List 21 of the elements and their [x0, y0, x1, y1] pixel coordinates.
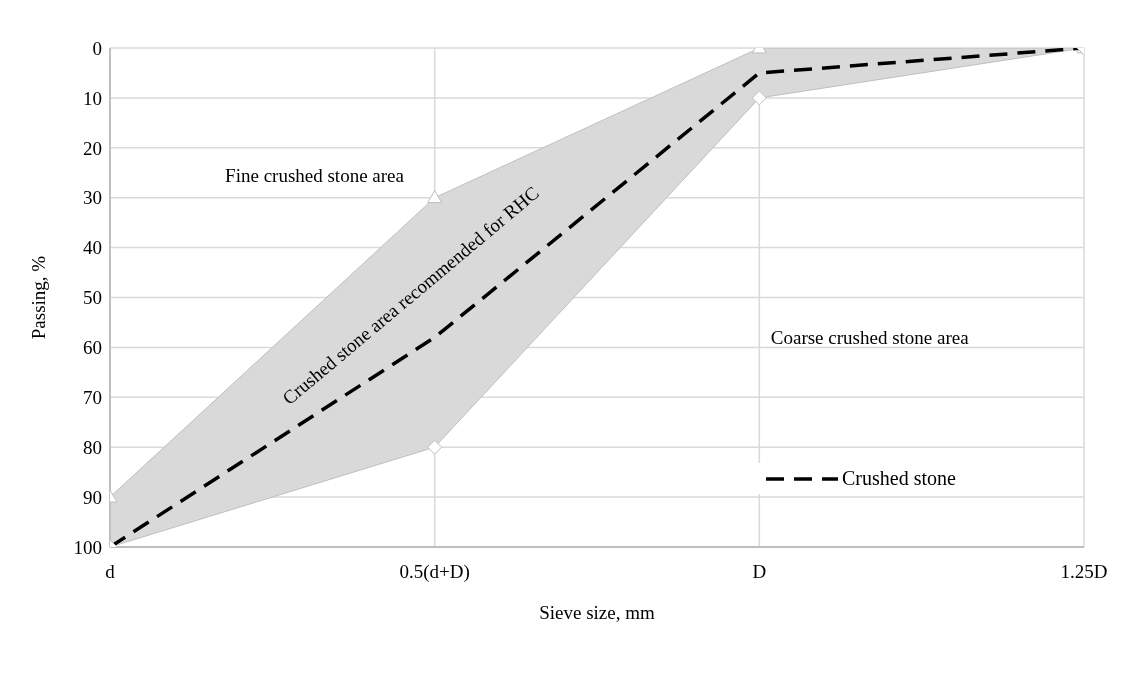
- x-tick-label: 1.25D: [1060, 561, 1108, 583]
- y-tick-label: 20: [83, 137, 102, 159]
- y-tick-label: 60: [83, 337, 102, 359]
- x-tick-label: 0.5(d+D): [399, 561, 470, 584]
- annotation: Coarse crushed stone area: [770, 326, 970, 348]
- y-tick-label: 90: [83, 486, 102, 508]
- x-axis-title: Sieve size, mm: [539, 602, 655, 623]
- y-tick-label: 40: [83, 237, 102, 259]
- y-tick-label: 70: [83, 387, 102, 409]
- legend-label: Crushed stone: [842, 467, 956, 490]
- y-tick-label: 0: [92, 37, 102, 59]
- y-tick-label: 100: [73, 536, 102, 558]
- y-tick-label: 10: [83, 87, 102, 109]
- x-tick-label: D: [752, 561, 767, 583]
- y-tick-label: 30: [83, 187, 102, 209]
- y-axis-title: Passing, %: [27, 255, 49, 340]
- y-tick-label: 80: [83, 436, 102, 458]
- y-tick-label: 50: [83, 287, 102, 309]
- annotation: Fine crushed stone area: [225, 165, 405, 187]
- x-tick-label: d: [105, 561, 116, 583]
- point: [427, 190, 443, 204]
